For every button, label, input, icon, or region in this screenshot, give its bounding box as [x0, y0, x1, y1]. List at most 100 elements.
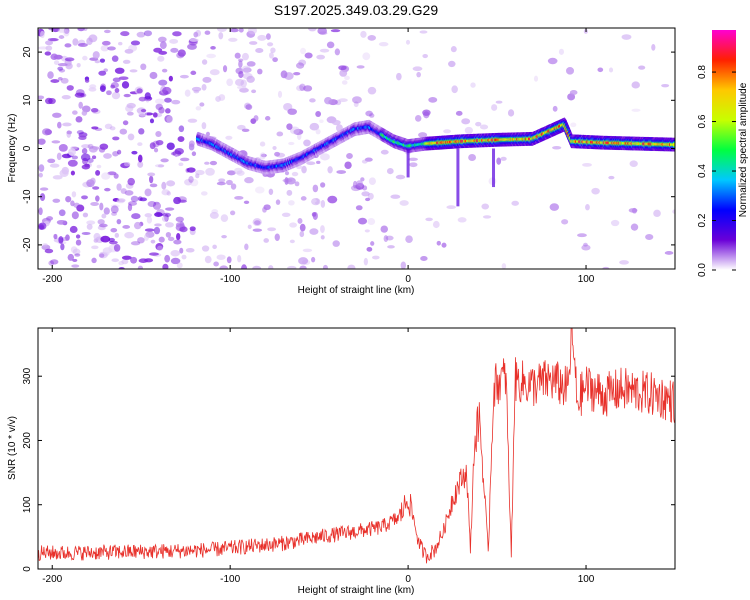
- spectrogram-noise-mark: [274, 233, 280, 241]
- spectrogram-noise-mark: [58, 143, 68, 152]
- spectrogram-noise-mark: [344, 75, 350, 81]
- spectrogram-noise-mark: [246, 61, 256, 67]
- spectrogram-noise-mark: [65, 195, 72, 203]
- spectrogram-noise-mark: [189, 38, 199, 42]
- spectrogram-noise-mark: [500, 156, 507, 161]
- spectrogram-noise-mark: [319, 48, 330, 53]
- spectrogram-noise-mark: [238, 28, 244, 33]
- spectrogram-noise-mark: [241, 128, 250, 133]
- spectrogram-noise-mark: [311, 212, 317, 217]
- spectrogram-noise-mark: [396, 72, 402, 81]
- spectrogram-noise-mark: [274, 151, 281, 157]
- spectrogram-noise-mark: [475, 121, 482, 127]
- spectrogram-noise-mark: [608, 175, 615, 180]
- snr-x-tick-label: -200: [42, 574, 62, 585]
- spectrogram-noise-mark: [99, 223, 108, 228]
- spectrogram-noise-mark: [167, 236, 175, 242]
- spectrogram-noise-mark: [166, 180, 176, 187]
- spectrogram-noise-mark: [120, 31, 130, 37]
- spectrogram-noise-mark: [114, 87, 120, 93]
- spectrogram-noise-mark: [315, 129, 321, 135]
- spectrogram-noise-mark: [130, 256, 138, 264]
- spectrogram-noise-mark: [138, 128, 145, 135]
- spectrogram-noise-mark: [253, 115, 259, 122]
- spectrogram-noise-mark: [664, 251, 674, 255]
- colorbar-tick-label: 0.0: [697, 263, 708, 277]
- spectrogram-noise-mark: [52, 198, 61, 203]
- spectrogram-noise-mark: [126, 111, 134, 116]
- spectrogram-noise-mark: [591, 187, 600, 195]
- spectrogram-noise-mark: [177, 49, 186, 57]
- spectrogram-noise-mark: [425, 217, 433, 222]
- spectrogram-noise-mark: [320, 225, 325, 234]
- snr-x-label: Height of straight line (km): [298, 585, 415, 596]
- spectrogram-noise-mark: [395, 174, 406, 180]
- spectrogram-noise-mark: [218, 178, 226, 183]
- spectrogram-noise-mark: [309, 122, 320, 131]
- spectrogram-noise-mark: [299, 265, 307, 269]
- spectrogram-noise-mark: [47, 158, 56, 164]
- spectrogram-noise-mark: [195, 173, 200, 179]
- spectrogram-noise-mark: [464, 126, 474, 134]
- spectrogram-noise-mark: [217, 28, 227, 32]
- spectrogram-noise-mark: [311, 199, 317, 203]
- spectrogram-noise-mark: [241, 52, 249, 61]
- spectrogram-noise-mark: [399, 200, 409, 206]
- spectrogram-noise-mark: [249, 41, 258, 45]
- spectrogram-noise-mark: [229, 28, 239, 33]
- spectrogram-noise-mark: [49, 163, 60, 168]
- spectrogram-noise-mark: [67, 159, 78, 167]
- spectrogram-noise-mark: [184, 178, 193, 186]
- spectrogram-noise-mark: [174, 148, 184, 155]
- spectrogram-noise-mark: [56, 152, 62, 161]
- spectrogram-noise-mark: [247, 28, 258, 35]
- spectrogram-noise-mark: [81, 144, 91, 149]
- spectrogram-noise-mark: [336, 170, 347, 174]
- spectrogram-noise-mark: [75, 234, 81, 239]
- spectrogram-noise-mark: [268, 265, 274, 269]
- spectrogram-noise-mark: [76, 204, 85, 212]
- spectrogram-noise-mark: [100, 45, 109, 52]
- spectrogram-noise-mark: [277, 90, 283, 98]
- spectrogram-noise-mark: [50, 79, 60, 83]
- spectrogram-noise-mark: [186, 167, 196, 173]
- spectrogram-noise-mark: [309, 228, 319, 235]
- spectrogram-noise-mark: [630, 223, 639, 231]
- spectrogram-noise-mark: [302, 248, 313, 253]
- spectrogram-noise-mark: [66, 85, 74, 91]
- spectrogram-noise-mark: [114, 232, 120, 238]
- spectrogram-noise-mark: [58, 236, 64, 244]
- spectrogram-noise-mark: [99, 202, 104, 211]
- spectrogram-noise-mark: [216, 254, 226, 260]
- spectrogram-noise-mark: [136, 88, 143, 94]
- spectrogram-noise-mark: [187, 43, 197, 50]
- spectrogram-noise-mark: [41, 244, 51, 251]
- spectrogram-noise-mark: [221, 235, 227, 239]
- spectrogram-noise-mark: [103, 153, 112, 159]
- spectrogram-noise-mark: [116, 198, 126, 203]
- spectrogram-x-tick-label: -200: [42, 274, 62, 285]
- spectrogram-noise-mark: [533, 75, 539, 82]
- spectrogram-noise-mark: [63, 28, 70, 34]
- spectrogram-noise-mark: [209, 160, 218, 166]
- spectrogram-noise-mark: [104, 123, 113, 130]
- spectrogram-noise-mark: [238, 60, 243, 69]
- spectrogram-noise-mark: [201, 59, 208, 65]
- spectrogram-noise-mark: [204, 255, 212, 264]
- spectrogram-noise-mark: [57, 76, 63, 81]
- spectrogram-y-label: Frequency (Hz): [7, 114, 18, 183]
- spectrogram-noise-mark: [177, 136, 185, 142]
- spectrogram-noise-mark: [390, 194, 401, 199]
- spectrogram-noise-mark: [99, 143, 109, 150]
- spectrogram-noise-mark: [116, 218, 122, 225]
- spectrogram-noise-mark: [289, 222, 297, 228]
- spectrogram-noise-mark: [294, 181, 300, 187]
- spectrogram-noise-mark: [383, 235, 389, 243]
- spectrogram-noise-mark: [127, 203, 133, 212]
- spectrogram-noise-mark: [50, 53, 58, 61]
- spectrogram-noise-mark: [355, 205, 363, 211]
- spectrogram-noise-mark: [152, 202, 161, 210]
- spectrogram-noise-mark: [38, 164, 45, 172]
- spectrogram-noise-mark: [40, 30, 45, 39]
- spectrogram-noise-mark: [252, 228, 263, 232]
